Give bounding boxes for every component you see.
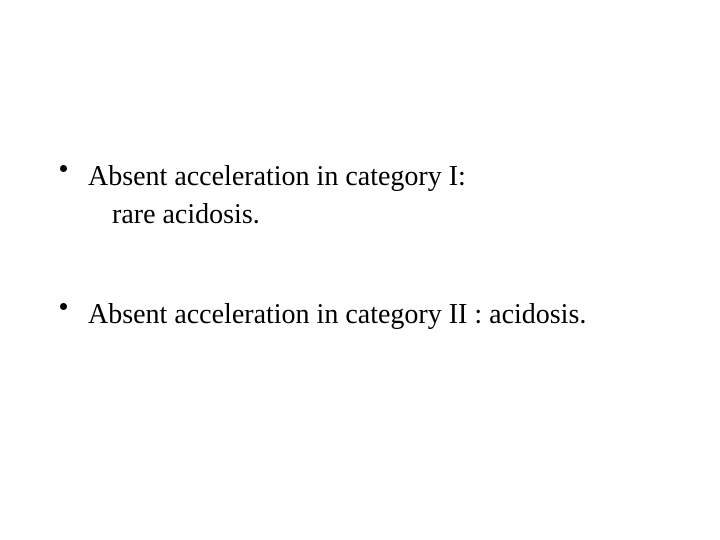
bullet-icon [60, 303, 67, 310]
bullet-text-line2: rare acidosis. [88, 196, 466, 234]
list-item: Absent acceleration in category II : aci… [60, 296, 586, 334]
bullet-text-line1: Absent acceleration in category II : aci… [88, 296, 586, 334]
bullet-list-2: Absent acceleration in category II : aci… [60, 296, 586, 334]
list-item: Absent acceleration in category I: rare … [60, 158, 466, 234]
bullet-text-line1: Absent acceleration in category I: [88, 158, 466, 196]
slide: Absent acceleration in category I: rare … [0, 0, 720, 540]
bullet-icon [60, 165, 67, 172]
bullet-list-1: Absent acceleration in category I: rare … [60, 158, 466, 234]
